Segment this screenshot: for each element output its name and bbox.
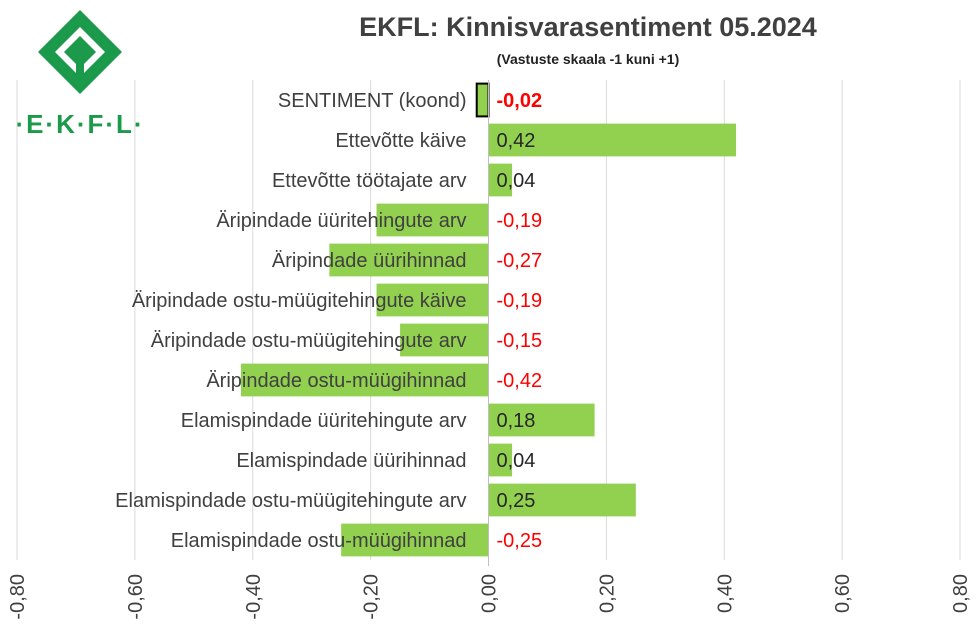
bar (488, 123, 737, 157)
bar (240, 363, 489, 397)
category-label: Äripindade üürihinnad (272, 250, 467, 272)
category-label: Elamispindade üüritehingute arv (181, 410, 467, 432)
bar (488, 483, 636, 517)
value-label: 0,04 (497, 450, 536, 472)
category-label: Ettevõtte töötajate arv (272, 170, 467, 192)
x-tick-label: -0,80 (7, 574, 29, 620)
category-label: Äripindade ostu-müügihinnad (206, 370, 466, 392)
category-label: Äripindade üüritehingute arv (216, 210, 466, 232)
bar (376, 283, 489, 317)
value-label: -0,27 (497, 250, 543, 272)
bar (329, 243, 489, 277)
x-tick-label: -0,20 (361, 574, 383, 620)
value-label: -0,19 (497, 290, 543, 312)
ekfl-logo-emblem (38, 10, 122, 94)
bar (475, 82, 490, 118)
ekfl-logo: ·E·K·F·L· (15, 10, 144, 139)
value-label: -0,15 (497, 330, 543, 352)
chart-subtitle: (Vastuste skaala -1 kuni +1) (496, 51, 680, 67)
x-tick-label: 0,20 (596, 574, 618, 613)
category-label: Äripindade ostu-müügitehingute arv (151, 330, 467, 352)
category-label: Elamispindade ostu-müügihinnad (171, 530, 467, 552)
value-label: -0,02 (497, 90, 543, 112)
bar (376, 203, 489, 237)
x-tick-label: -0,60 (125, 574, 147, 620)
x-tick-label: 0,40 (714, 574, 736, 613)
bar (400, 323, 489, 357)
category-label: Äripindade ostu-müügitehingute käive (132, 290, 467, 312)
bar (488, 163, 513, 197)
value-label: 0,18 (497, 410, 536, 432)
value-label: 0,25 (497, 490, 536, 512)
x-tick-label: 0,00 (479, 574, 501, 613)
bar (488, 443, 513, 477)
value-label: -0,25 (497, 530, 543, 552)
x-tick-label: 0,60 (832, 574, 854, 613)
bar (341, 523, 489, 557)
category-label: SENTIMENT (koond) (278, 90, 467, 112)
bar (488, 403, 595, 437)
ekfl-logo-text: ·E·K·F·L· (15, 109, 144, 139)
value-label: 0,42 (497, 130, 536, 152)
category-label: Elamispindade ostu-müügitehingute arv (115, 490, 466, 512)
x-tick-label: -0,40 (243, 574, 265, 620)
category-label: Elamispindade üürihinnad (236, 450, 466, 472)
value-label: -0,19 (497, 210, 543, 232)
x-tick-label: 0,80 (950, 574, 972, 613)
value-label: -0,42 (497, 370, 543, 392)
chart-title: EKFL: Kinnisvarasentiment 05.2024 (359, 12, 817, 42)
category-label: Ettevõtte käive (335, 130, 466, 152)
value-label: 0,04 (497, 170, 536, 192)
